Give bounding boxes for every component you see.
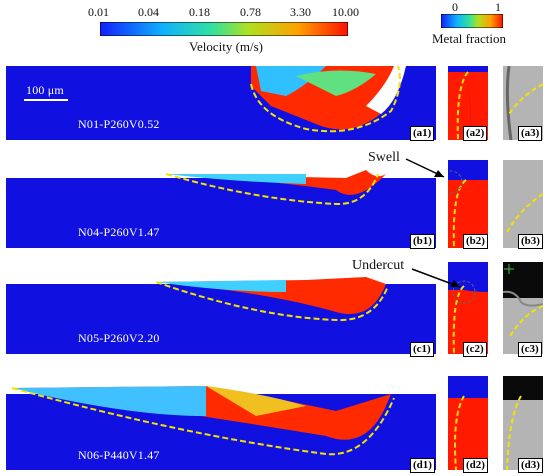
panel-d2 (448, 376, 488, 470)
velocity-tick-5: 10.00 (332, 5, 359, 19)
velocity-tick-4: 3.30 (290, 5, 311, 19)
metal-colorbar-gradient (441, 14, 503, 28)
panel-b1 (6, 160, 436, 248)
scale-bar-label: 100 μm (26, 83, 64, 97)
panel-d1 (6, 376, 436, 470)
metal-colorbar-title: Metal fraction (432, 31, 506, 46)
panel-c3 (503, 262, 543, 354)
panel-c1 (6, 262, 436, 354)
velocity-tick-3: 0.78 (240, 5, 261, 19)
tag-b1: (b1) (410, 234, 435, 249)
velocity-tick-2: 0.18 (189, 5, 210, 19)
tag-d1: (d1) (410, 458, 435, 473)
tag-b2: (b2) (463, 234, 488, 249)
run-label-a: N01-P260V0.52 (78, 117, 160, 131)
panel-a2 (448, 66, 488, 140)
tag-c1: (c1) (410, 342, 434, 357)
metal-tick-1: 1 (495, 0, 501, 14)
velocity-colorbar (100, 22, 348, 36)
tag-d3: (d3) (518, 458, 543, 473)
tag-c3: (c3) (518, 342, 542, 357)
panel-a1 (6, 66, 436, 140)
tag-d2: (d2) (463, 458, 488, 473)
metal-colorbar (441, 14, 503, 28)
velocity-tick-1: 0.04 (138, 5, 159, 19)
tag-c2: (c2) (463, 342, 487, 357)
velocity-tick-0: 0.01 (88, 5, 109, 19)
metal-tick-0: 0 (452, 0, 458, 14)
annotation-undercut: Undercut (352, 258, 405, 273)
tag-a2: (a2) (463, 126, 488, 141)
panel-b2 (448, 160, 488, 248)
run-label-b: N04-P260V1.47 (78, 225, 160, 239)
undercut-arrow (410, 265, 466, 295)
tag-a1: (a1) (410, 126, 435, 141)
swell-arrow (404, 155, 452, 185)
tag-a3: (a3) (518, 126, 543, 141)
run-label-d: N06-P440V1.47 (78, 448, 160, 462)
velocity-colorbar-title: Velocity (m/s) (189, 39, 264, 54)
velocity-colorbar-gradient (100, 22, 348, 36)
run-label-c: N05-P260V2.20 (78, 331, 160, 345)
panel-b3 (503, 160, 543, 248)
annotation-swell: Swell (368, 150, 400, 165)
panel-c2 (448, 262, 488, 354)
tag-b3: (b3) (518, 234, 543, 249)
panel-d3 (503, 376, 543, 470)
